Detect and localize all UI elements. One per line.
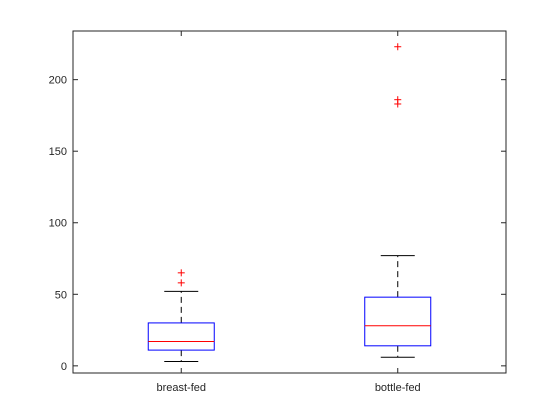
y-axis: 0 50 100 150 200 (49, 75, 506, 373)
x-tick-label: breast-fed (156, 382, 206, 394)
outlier-marker (394, 43, 402, 51)
x-axis: breast-fed bottle-fed (156, 31, 421, 394)
box-breast-fed (147, 269, 215, 363)
plot-area (72, 30, 507, 374)
box-series (147, 43, 432, 363)
x-tick-label: bottle-fed (375, 382, 421, 394)
y-tick-label: 50 (55, 289, 67, 301)
y-tick-label: 100 (49, 218, 67, 230)
outlier-marker (394, 96, 402, 104)
outlier-marker (177, 269, 185, 277)
iqr-box (364, 296, 432, 347)
outlier-marker (177, 279, 185, 287)
y-tick-label: 200 (49, 75, 67, 87)
iqr-box (147, 322, 215, 351)
box-bottle-fed (364, 43, 432, 358)
y-tick-label: 150 (49, 146, 67, 158)
y-tick-label: 0 (61, 361, 67, 373)
